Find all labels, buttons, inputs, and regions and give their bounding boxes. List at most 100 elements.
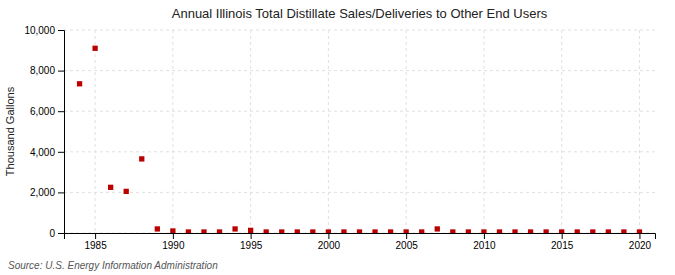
y-tick: 4,000 [30,147,64,158]
y-tick-label: 8,000 [30,65,55,76]
y-tick-mark [58,152,64,153]
y-tick: 2,000 [30,187,64,198]
point [139,156,144,161]
points [77,46,642,233]
point [559,229,564,233]
y-grid-line [64,111,655,112]
point [279,229,284,233]
point [201,229,206,233]
y-grid-line [64,70,655,71]
x-tick-label: 2010 [473,240,496,251]
point [77,81,82,86]
y-tick-label: 10,000 [24,25,55,36]
point [621,229,626,233]
x-tick-mark [639,233,640,239]
x-grid-line [328,30,329,233]
y-grid-line [64,151,655,152]
point [512,229,517,233]
y-tick: 6,000 [30,106,64,117]
point [186,229,191,233]
y-tick: 8,000 [30,65,64,76]
x-tick: 1995 [240,233,263,251]
plot-area: 1985 1990 1995 2000 2005 2010 2015 2020 0 2,000 4,… [24,25,655,251]
x-tick: 1985 [84,233,107,251]
x-tick-label: 2005 [396,240,419,251]
point [419,229,424,233]
point [497,229,502,233]
point [372,229,377,233]
x-grid-line [483,30,484,233]
x-tick-mark [484,233,485,239]
x-tick-label: 2000 [318,240,341,251]
point [264,229,269,233]
x-grid-line [95,30,96,233]
point [217,229,222,233]
x-grid-line [250,30,251,233]
x-tick-mark [173,233,174,239]
point [326,229,331,233]
point [341,229,346,233]
point [357,229,362,233]
y-tick-mark [58,233,64,234]
x-tick: 2020 [629,233,652,251]
point [450,229,455,233]
x-grid-line [172,30,173,233]
x-tick-label: 1995 [240,240,263,251]
y-tick-mark [58,192,64,193]
y-tick-mark [58,71,64,72]
chart-container: 1985 1990 1995 2000 2005 2010 2015 2020 0 2,000 4,… [0,0,675,275]
y-tick-label: 0 [49,228,55,239]
y-axis: 0 2,000 4,000 6,000 8,000 10,000 [24,25,64,239]
x-tick-label: 2015 [551,240,574,251]
x-tick-mark [562,233,563,239]
x-tick-label: 1990 [162,240,185,251]
x-axis: 1985 1990 1995 2000 2005 2010 2015 2020 [65,233,656,251]
x-tick-mark [406,233,407,239]
point [435,226,440,231]
point [124,189,129,194]
y-axis-line [58,31,65,234]
grid [64,30,655,233]
point [248,228,253,233]
chart-svg: 1985 1990 1995 2000 2005 2010 2015 2020 0 2,000 4,… [0,0,675,275]
y-tick: 0 [49,228,64,239]
point [590,229,595,233]
x-axis-line [65,234,656,240]
point [404,229,409,233]
point [528,229,533,233]
point [575,229,580,233]
point [637,229,642,233]
point [466,229,471,233]
y-tick-label: 6,000 [30,106,55,117]
source-note: Source: U.S. Energy Information Administ… [8,260,218,271]
x-tick-mark [328,233,329,239]
point [92,46,97,51]
point [481,229,486,233]
point [232,226,237,231]
x-tick: 2000 [318,233,341,251]
title: Annual Illinois Total Distillate Sales/D… [172,6,548,21]
x-tick-label: 2020 [629,240,652,251]
x-grid-line [406,30,407,233]
point [295,229,300,233]
point [170,228,175,233]
x-tick: 2005 [396,233,419,251]
x-grid-line [639,30,640,233]
y-tick-label: 4,000 [30,147,55,158]
point [543,229,548,233]
y-grid-line [64,30,655,31]
point [310,229,315,233]
y-tick-label: 2,000 [30,187,55,198]
x-tick-mark [251,233,252,239]
y-grid-line [64,192,655,193]
x-tick: 2015 [551,233,574,251]
y-axis-label: Thousand Gallons [4,86,16,176]
y-tick-mark [58,30,64,31]
point [108,185,113,190]
point [155,226,160,231]
y-tick: 10,000 [24,25,64,36]
x-tick-label: 1985 [84,240,107,251]
y-tick-mark [58,111,64,112]
x-tick: 2010 [473,233,496,251]
point [388,229,393,233]
